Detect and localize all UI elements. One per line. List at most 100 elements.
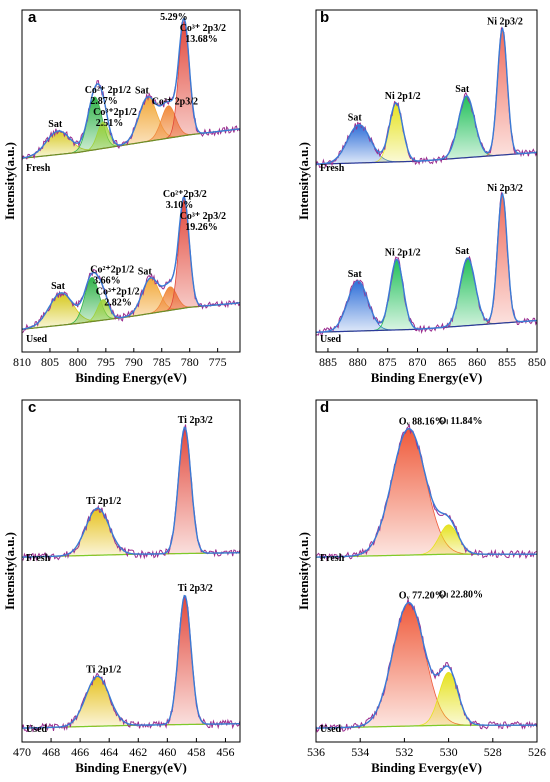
peak-annotation: Sat xyxy=(455,84,470,95)
envelope-line xyxy=(22,426,240,558)
x-tick-label: 850 xyxy=(528,355,546,369)
x-tick-label: 780 xyxy=(181,355,199,369)
x-tick-label: 800 xyxy=(69,355,87,369)
x-tick-label: 795 xyxy=(97,355,115,369)
peak-annotation: Co³⁺ 2p3/2 xyxy=(180,211,226,222)
x-tick-label: 810 xyxy=(13,355,31,369)
x-tick-label: 456 xyxy=(216,745,234,759)
peak-annotation: 3.66% xyxy=(93,275,121,286)
x-tick-label: 528 xyxy=(484,745,502,759)
plot-frame xyxy=(315,9,538,353)
peak-annotation: Sat xyxy=(348,269,363,280)
peak-annotation: 13.68% xyxy=(185,34,218,45)
condition-label: Fresh xyxy=(26,553,51,564)
panel-letter: c xyxy=(28,399,36,416)
x-tick-label: 875 xyxy=(379,355,397,369)
spectrum-used: Used Ti 2p1/2 Ti 2p3/2 xyxy=(21,583,241,735)
peak-annotation: Ti 2p3/2 xyxy=(178,583,213,594)
x-tick-label: 855 xyxy=(498,355,516,369)
x-tick-label: 865 xyxy=(438,355,456,369)
condition-label: Used xyxy=(320,334,342,345)
peak-annotation: Sat xyxy=(138,267,153,278)
x-tick-label: 790 xyxy=(125,355,143,369)
peak-annotation: Oᵥ 88.16% xyxy=(399,417,445,428)
spectrum-fresh: Fresh Ti 2p1/2 Ti 2p3/2 xyxy=(21,415,241,564)
condition-label: Fresh xyxy=(320,163,345,174)
x-tick-label: 468 xyxy=(42,745,60,759)
envelope-line xyxy=(21,16,241,159)
peak-annotation: Sat xyxy=(348,113,363,124)
envelope-line xyxy=(22,594,240,729)
peak-annotation: 2.87% xyxy=(90,96,118,107)
panel-c: Fresh Ti 2p1/2 Ti 2p3/2 Used Ti 2p1/2 Ti 2p3/… xyxy=(2,399,241,775)
peak-annotation: Ti 2p1/2 xyxy=(86,664,121,675)
x-tick-label: 458 xyxy=(187,745,205,759)
peak-annotation: 3.10% xyxy=(166,200,194,211)
x-tick-label: 785 xyxy=(153,355,171,369)
x-tick-label: 460 xyxy=(158,745,176,759)
y-axis-label: Intensity(a.u.) xyxy=(2,532,17,610)
x-tick-label: 860 xyxy=(468,355,486,369)
component-peak xyxy=(316,602,537,729)
panel-letter: a xyxy=(28,9,37,26)
x-tick-label: 775 xyxy=(209,355,227,369)
x-tick-label: 530 xyxy=(440,745,458,759)
condition-label: Fresh xyxy=(320,553,345,564)
component-peak xyxy=(22,426,240,558)
peak-annotation: 2.51% xyxy=(96,118,124,129)
peak-annotation: 2.82% xyxy=(104,297,132,308)
y-axis-label: Intensity(a.u.) xyxy=(296,532,311,610)
x-tick-label: 464 xyxy=(100,745,118,759)
spectrum-used: Used Oᵥ 77.20%Oₗ 22.80% xyxy=(315,590,538,735)
component-peak xyxy=(316,428,537,558)
peak-annotation: Ti 2p1/2 xyxy=(86,496,121,507)
spectrum-fresh: Fresh Sat Ni 2p1/2 Sat Ni 2p3/2 xyxy=(315,17,538,174)
x-axis-label: Binding Evergy(eV) xyxy=(371,760,482,775)
x-tick-label: 526 xyxy=(528,745,546,759)
plot-frame xyxy=(21,9,241,353)
panel-d: Fresh Oᵥ 88.16%Oₗ 11.84% Used Oᵥ 77.20%Oₗ 2… xyxy=(296,399,546,775)
x-tick-label: 880 xyxy=(349,355,367,369)
peak-annotation: Sat xyxy=(135,86,150,97)
peak-annotation: Co²⁺ 2p3/2 xyxy=(152,97,198,108)
condition-label: Fresh xyxy=(26,163,51,174)
envelope-line xyxy=(21,195,241,330)
raw-data-line xyxy=(21,595,241,733)
x-tick-label: 532 xyxy=(395,745,413,759)
peak-annotation: Co³⁺2p1/2 xyxy=(96,286,140,297)
x-tick-label: 462 xyxy=(129,745,147,759)
x-axis-label: Binding Energy(eV) xyxy=(75,370,187,385)
x-axis-label: Binding Energy(eV) xyxy=(371,370,483,385)
peak-annotation: Oᵥ 77.20% xyxy=(399,591,445,602)
condition-label: Used xyxy=(320,724,342,735)
spectrum-used: Used Sat Co²⁺2p1/23.66%Co³⁺2p1/22.82% Sat Co… xyxy=(21,189,241,345)
condition-label: Used xyxy=(26,724,48,735)
peak-annotation: Co²⁺2p3/2 xyxy=(163,189,207,200)
x-tick-label: 534 xyxy=(351,745,369,759)
raw-data-line xyxy=(21,19,241,161)
x-tick-label: 536 xyxy=(307,745,325,759)
peak-annotation: Ni 2p1/2 xyxy=(385,91,421,102)
x-tick-label: 805 xyxy=(41,355,59,369)
peak-annotation: Ti 2p3/2 xyxy=(178,415,213,426)
raw-data-line xyxy=(21,424,241,562)
envelope-line xyxy=(316,601,537,729)
peak-annotation: Co³⁺2p1/2 xyxy=(93,107,137,118)
peak-annotation: Co³⁺ 2p3/2 xyxy=(180,23,226,34)
spectrum-used: Used Sat Ni 2p1/2 Sat Ni 2p3/2 xyxy=(315,183,538,345)
panel-b: Fresh Sat Ni 2p1/2 Sat Ni 2p3/2 Used Sat Ni 2p1… xyxy=(296,9,546,385)
peak-annotation: Co²⁺2p1/2 xyxy=(90,264,134,275)
spectrum-fresh: Fresh Sat Co²⁺ 2p1/22.87%Co³⁺2p1/22.51% Sat… xyxy=(21,12,241,174)
peak-annotation: Sat xyxy=(455,246,470,257)
x-axis-label: Binding Energy(eV) xyxy=(75,760,187,775)
x-tick-label: 470 xyxy=(13,745,31,759)
peak-annotation: Oₗ 22.80% xyxy=(439,590,483,601)
envelope-line xyxy=(316,191,538,333)
panel-letter: b xyxy=(320,9,329,26)
x-tick-label: 466 xyxy=(71,745,89,759)
component-peak xyxy=(22,675,240,729)
y-axis-label: Intensity(a.u.) xyxy=(296,142,311,220)
peak-annotation: Ni 2p3/2 xyxy=(487,17,523,28)
spectrum-fresh: Fresh Oᵥ 88.16%Oₗ 11.84% xyxy=(315,416,538,564)
